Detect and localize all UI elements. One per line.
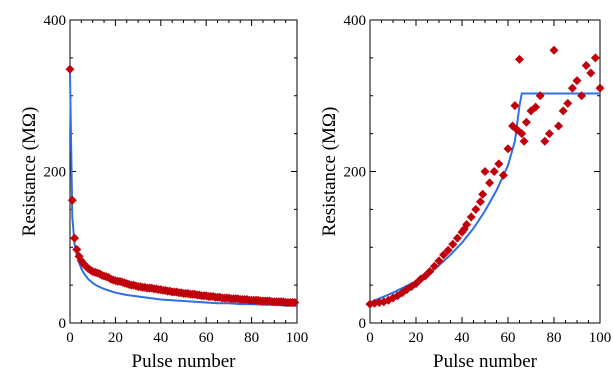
data-point <box>411 279 421 289</box>
data-point <box>462 220 472 230</box>
x-tick-label: 80 <box>547 330 562 346</box>
data-point <box>489 167 499 176</box>
data-point <box>554 121 564 131</box>
fit-line <box>69 72 297 307</box>
data-point <box>420 271 430 281</box>
x-tick-label: 60 <box>199 330 214 346</box>
data-point <box>480 167 490 176</box>
data-point <box>485 178 495 188</box>
data-point <box>581 60 591 70</box>
data-point <box>586 68 596 78</box>
data-point <box>434 256 444 266</box>
data-point <box>67 195 77 205</box>
data-point <box>535 91 545 101</box>
data-point <box>567 83 577 93</box>
x-axis-title: Pulse number <box>132 351 237 372</box>
chart-panel-1: 0 20 40 60 80 100 0 200 400 Pulse number Resistanc… <box>19 13 308 372</box>
y-tick-label: 0 <box>59 316 67 332</box>
data-point <box>478 189 488 199</box>
data-point <box>290 298 300 308</box>
x-tick-label: 20 <box>409 330 424 346</box>
x-tick-label: 0 <box>366 330 374 346</box>
data-point <box>510 101 520 111</box>
data-point <box>70 233 80 243</box>
data-point <box>448 239 458 249</box>
x-tick-label: 0 <box>66 330 74 346</box>
data-point <box>590 53 600 63</box>
x-tick-label: 40 <box>153 330 168 346</box>
data-point <box>471 204 481 214</box>
data-point <box>558 106 568 116</box>
data-point <box>443 245 453 255</box>
data-point <box>519 136 529 146</box>
chart-panel-2: 0 20 40 60 80 100 0 200 400 Pulse number Resistanc… <box>319 13 611 372</box>
y-tick-label: 400 <box>44 13 67 29</box>
data-point <box>549 45 559 55</box>
data-point <box>531 102 541 112</box>
data-point <box>452 233 462 243</box>
y-tick-label: 400 <box>344 13 367 29</box>
y-tick-label: 200 <box>44 165 67 181</box>
data-point <box>540 136 550 146</box>
data-point <box>72 245 82 255</box>
data-point <box>439 250 449 260</box>
x-tick-label: 100 <box>286 330 309 346</box>
y-tick-label: 200 <box>344 165 367 181</box>
data-point <box>595 83 605 93</box>
x-tick-label: 80 <box>244 330 259 346</box>
y-axis-title: Resistance (MΩ) <box>19 107 40 237</box>
y-axis-title: Resistance (MΩ) <box>319 107 340 237</box>
data-point <box>515 54 524 64</box>
data-point <box>563 98 573 108</box>
data-point <box>425 266 435 276</box>
x-tick-label: 20 <box>108 330 123 346</box>
data-point <box>498 170 508 180</box>
data-point <box>429 261 439 271</box>
data-point <box>466 212 476 222</box>
data-point <box>494 159 504 169</box>
x-tick-label: 100 <box>589 330 612 346</box>
data-point <box>503 144 513 154</box>
data-point <box>521 117 531 127</box>
x-tick-label: 40 <box>455 330 470 346</box>
fit-line <box>369 92 600 304</box>
y-tick-label: 0 <box>359 316 367 332</box>
data-point <box>577 91 587 101</box>
data-point <box>475 197 485 207</box>
data-point <box>544 129 554 139</box>
x-tick-label: 60 <box>501 330 516 346</box>
x-axis-title: Pulse number <box>433 351 538 372</box>
data-point <box>65 64 75 74</box>
data-point <box>572 76 582 86</box>
data-point <box>517 129 527 139</box>
